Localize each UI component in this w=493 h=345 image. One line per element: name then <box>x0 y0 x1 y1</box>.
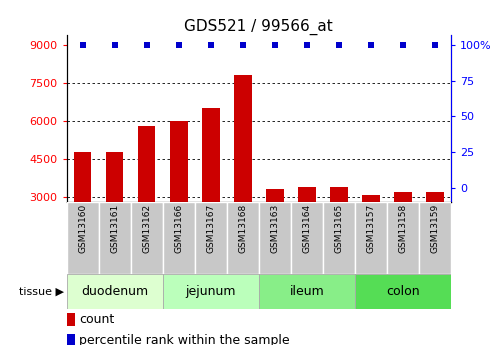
Bar <box>170 121 187 202</box>
Bar <box>298 187 316 202</box>
Bar <box>131 202 163 274</box>
Bar <box>355 274 451 309</box>
Text: GSM13167: GSM13167 <box>206 204 215 253</box>
Text: GSM13165: GSM13165 <box>334 204 344 253</box>
Point <box>143 42 151 47</box>
Bar <box>426 192 444 202</box>
Bar <box>362 196 380 202</box>
Bar <box>163 274 259 309</box>
Text: GSM13158: GSM13158 <box>398 204 408 253</box>
Text: GSM13163: GSM13163 <box>270 204 280 253</box>
Bar <box>291 202 323 274</box>
Bar <box>387 202 419 274</box>
Text: GSM13161: GSM13161 <box>110 204 119 253</box>
Point <box>271 42 279 47</box>
Point <box>175 42 183 47</box>
Text: GSM13157: GSM13157 <box>366 204 376 253</box>
Bar <box>202 108 219 202</box>
Bar <box>99 202 131 274</box>
Bar <box>266 189 283 202</box>
Text: count: count <box>79 313 114 326</box>
Point <box>367 42 375 47</box>
Bar <box>74 152 91 202</box>
Bar <box>419 202 451 274</box>
Text: percentile rank within the sample: percentile rank within the sample <box>79 334 289 345</box>
Point <box>335 42 343 47</box>
Title: GDS521 / 99566_at: GDS521 / 99566_at <box>184 18 333 34</box>
Bar <box>67 313 75 326</box>
Bar <box>330 187 348 202</box>
Text: GSM13168: GSM13168 <box>238 204 247 253</box>
Point <box>111 42 119 47</box>
Bar <box>138 126 155 202</box>
Bar <box>67 202 99 274</box>
Text: GSM13166: GSM13166 <box>174 204 183 253</box>
Point <box>207 42 215 47</box>
Bar <box>195 202 227 274</box>
Point <box>431 42 439 47</box>
Bar <box>259 202 291 274</box>
Text: jejunum: jejunum <box>185 285 236 298</box>
Text: GSM13162: GSM13162 <box>142 204 151 253</box>
Bar <box>355 202 387 274</box>
Bar <box>234 75 251 202</box>
Text: GSM13164: GSM13164 <box>302 204 312 253</box>
Text: GSM13159: GSM13159 <box>430 204 440 253</box>
Bar <box>323 202 355 274</box>
Bar <box>67 274 163 309</box>
Point <box>79 42 87 47</box>
Bar <box>227 202 259 274</box>
Text: GSM13160: GSM13160 <box>78 204 87 253</box>
Point <box>399 42 407 47</box>
Bar <box>163 202 195 274</box>
Point <box>303 42 311 47</box>
Text: ileum: ileum <box>289 285 324 298</box>
Bar <box>106 152 123 202</box>
Bar <box>67 334 75 345</box>
Text: tissue ▶: tissue ▶ <box>19 287 64 296</box>
Bar <box>394 192 412 202</box>
Bar <box>259 274 355 309</box>
Text: colon: colon <box>386 285 420 298</box>
Text: duodenum: duodenum <box>81 285 148 298</box>
Point <box>239 42 247 47</box>
